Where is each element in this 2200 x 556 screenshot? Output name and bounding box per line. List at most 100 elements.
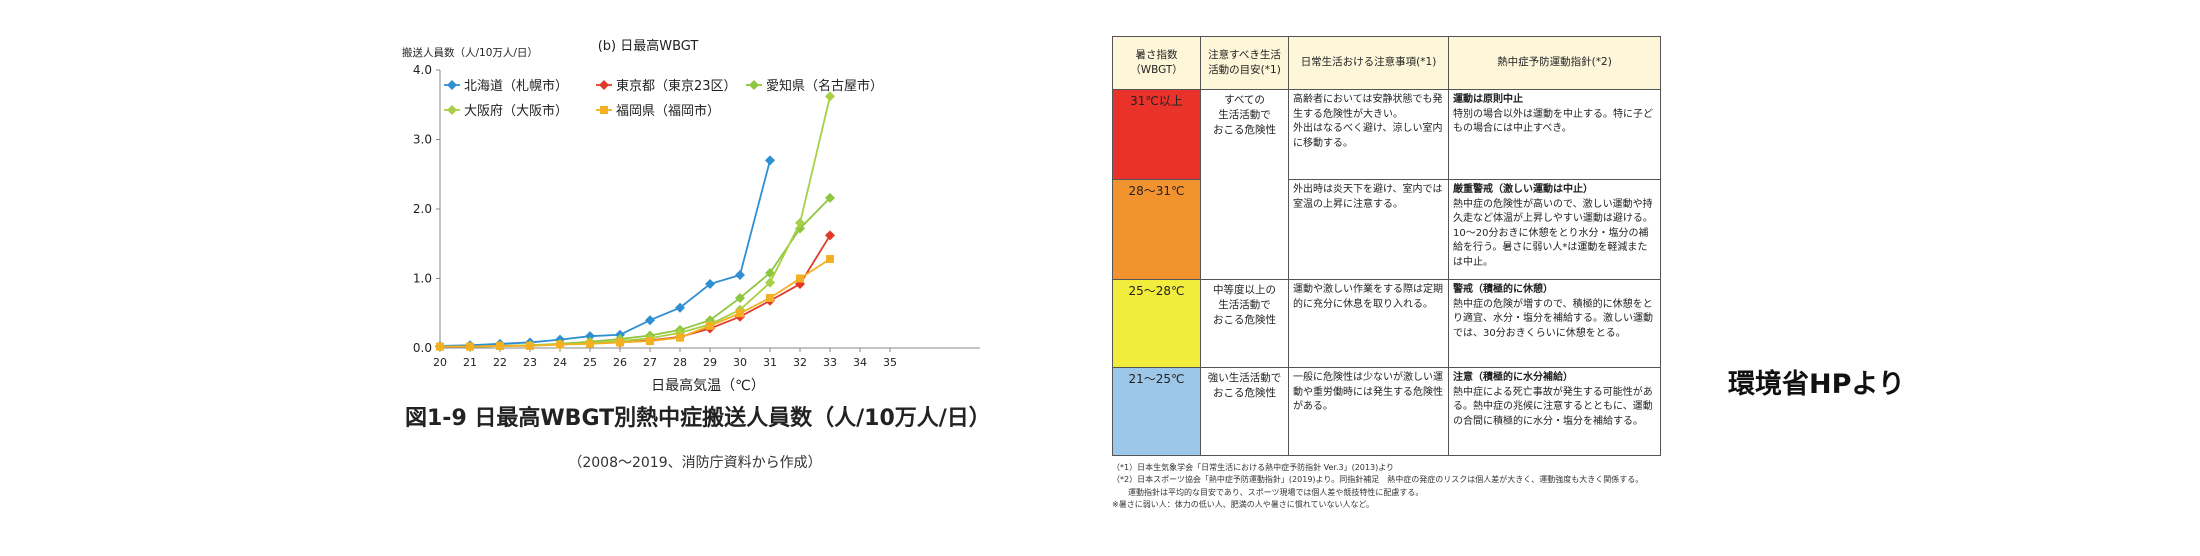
data-point [795,217,805,228]
footnote: 運動指針は平均的な目安であり、スポーツ現場では個人差や競技特性に配慮する。 [1112,487,1424,497]
line-chart: (b) 日最高WBGT 搬送人員数（人/10万人/日） 日最高気温（℃） 0.0 1.0… [402,38,980,394]
series-line [440,234,831,348]
wbgt-level-cell: 28〜31℃ [1112,179,1201,280]
chart-title: (b) 日最高WBGT [598,38,699,54]
header-daily-caution: 日常生活おける注意事項(*1) [1288,36,1449,90]
daily-caution-cell: 高齢者においては安静状態でも発生する危険性が大きい。 外出はなるべく避け、涼しい室… [1288,89,1449,180]
data-point [556,340,564,349]
legend-label: 大阪府（大阪市） [464,103,568,119]
data-point [585,331,595,342]
x-tick-label: 34 [853,356,867,369]
data-point [645,315,655,326]
table-row: 25〜28℃ 中等度以上の 生活活動で おこる危険性 運動や激しい作業をする際は定期… [1112,279,1661,368]
wbgt-level-cell: 25〜28℃ [1112,279,1201,368]
legend-label: 北海道（札幌市） [464,78,568,94]
table-footnotes: （*1）日本生気象学会「日常生活における熱中症予防指針 Ver.3」(2013)… [1112,462,1660,512]
series-layer [435,91,835,352]
y-tick-label: 3.0 [413,133,432,147]
data-point [526,341,534,350]
x-tick-label: 23 [523,356,537,369]
series-line [440,96,831,348]
x-tick-label: 33 [823,356,837,369]
wbgt-guideline-table: 暑さ指数 （WBGT） 注意すべき生活 活動の目安(*1) 日常生活おける注意事項(… [1112,36,1661,456]
exercise-guide-cell: 運動は原則中止 特別の場合以外は運動を中止する。特に子どもの場合には中止すべき。 [1448,89,1661,180]
life-activity-cell: 中等度以上の 生活活動で おこる危険性 [1200,279,1289,368]
y-tick-label: 4.0 [413,63,432,77]
series-line [439,160,771,347]
daily-caution-cell: 一般に危険性は少ないが激しい運動や重労働時には発生する危険性がある。 [1288,367,1449,456]
x-tick-label: 24 [553,356,567,369]
data-point [706,321,714,330]
y-tick-label: 2.0 [413,202,432,216]
data-point [765,155,775,166]
data-point [496,341,504,350]
source-stamp: 環境省HPより [1728,369,1905,400]
exercise-guide-cell: 注意（積極的に水分補給） 熱中症による死亡事故が発生する可能性がある。熱中症の兆… [1448,367,1661,456]
data-point [735,292,745,303]
x-tick-label: 22 [493,356,507,369]
x-tick-label: 35 [883,356,897,369]
x-tick-label: 21 [463,356,477,369]
life-activity-cell: 強い生活活動で おこる危険性 [1200,367,1289,456]
exercise-guide-cell: 厳重警戒（激しい運動は中止） 熱中症の危険性が高いので、激しい運動や持久走など体… [1448,179,1661,280]
table-row: 28〜31℃ 外出時は炎天下を避け、室内では室温の上昇に注意する。 厳重警戒（激… [1112,179,1661,280]
exercise-guide-cell: 警戒（積極的に休憩） 熱中症の危険が増すので、積極的に休憩をとり適宜、水分・塩分… [1448,279,1661,368]
daily-caution-cell: 外出時は炎天下を避け、室内では室温の上昇に注意する。 [1288,179,1449,280]
data-point [825,91,835,102]
footnote: （*2）日本スポーツ協会「熱中症予防運動指針」(2019)より。同指針補足 熱中… [1112,475,1644,485]
x-tick-label: 29 [703,356,717,369]
data-point [466,342,474,351]
legend-marker [600,106,608,114]
x-tick-label: 27 [643,356,657,369]
table-header-row: 暑さ指数 （WBGT） 注意すべき生活 活動の目安(*1) 日常生活おける注意事項(… [1112,36,1661,90]
data-point [766,293,774,302]
series-line [440,258,831,348]
data-point [765,277,775,288]
figure-caption: 図1-9 日最高WBGT別熱中症搬送人員数（人/10万人/日） [405,406,991,431]
data-point [825,192,835,203]
x-tick-label: 31 [763,356,777,369]
life-activity-cell: すべての 生活活動で おこる危険性 [1200,89,1289,280]
data-point [736,309,744,318]
legend-marker [599,80,609,90]
y-axis-label: 搬送人員数（人/10万人/日） [402,46,538,59]
data-point [796,274,804,283]
y-tick-label: 0.0 [413,341,432,355]
footnote: ※暑さに弱い人：体力の低い人、肥満の人や暑さに慣れていない人など。 [1112,500,1375,510]
legend: 北海道（札幌市） 東京都（東京23区） 愛知県（名古屋市） 大阪府（大阪市） 福岡県（福… [444,78,883,119]
data-point [705,279,715,290]
data-point [616,338,624,347]
wbgt-level-cell: 21〜25℃ [1112,367,1201,456]
data-point [735,270,745,281]
data-point [646,337,654,346]
header-life-activity: 注意すべき生活 活動の目安(*1) [1200,36,1289,90]
x-tick-label: 32 [793,356,807,369]
x-tick-label: 26 [613,356,627,369]
legend-label: 愛知県（名古屋市） [766,78,883,94]
data-point [675,302,685,313]
data-point [676,333,684,342]
wbgt-level-cell: 31℃以上 [1112,89,1201,180]
wbgt-guideline-panel: 暑さ指数 （WBGT） 注意すべき生活 活動の目安(*1) 日常生活おける注意事項(… [1112,36,1661,512]
data-point [436,342,444,351]
legend-marker [749,80,759,90]
legend-label: 福岡県（福岡市） [616,103,720,119]
table-row: 31℃以上 すべての 生活活動で おこる危険性 高齢者においては安静状態でも発生する… [1112,89,1661,280]
data-point [826,255,834,264]
legend-marker [447,105,457,115]
header-exercise-guide: 熱中症予防運動指針(*2) [1448,36,1661,90]
table-row: 21〜25℃ 強い生活活動で おこる危険性 一般に危険性は少ないが激しい運動や重労… [1112,367,1661,456]
axes: (b) 日最高WBGT 搬送人員数（人/10万人/日） 日最高気温（℃） 0.0 1.0… [402,38,980,394]
x-tick-label: 20 [433,356,447,369]
x-tick-label: 30 [733,356,747,369]
x-axis-label: 日最高気温（℃） [651,377,765,394]
chart-panel: (b) 日最高WBGT 搬送人員数（人/10万人/日） 日最高気温（℃） 0.0 1.0… [390,28,991,488]
x-tick-label: 25 [583,356,597,369]
figure-source-note: （2008〜2019、消防庁資料から作成） [568,455,822,471]
data-point [765,267,775,278]
data-point [586,339,594,348]
y-tick-label: 1.0 [413,272,432,286]
footnote: （*1）日本生気象学会「日常生活における熱中症予防指針 Ver.3」(2013)… [1112,463,1395,472]
x-tick-label: 28 [673,356,687,369]
daily-caution-cell: 運動や激しい作業をする際は定期的に充分に休息を取り入れる。 [1288,279,1449,368]
